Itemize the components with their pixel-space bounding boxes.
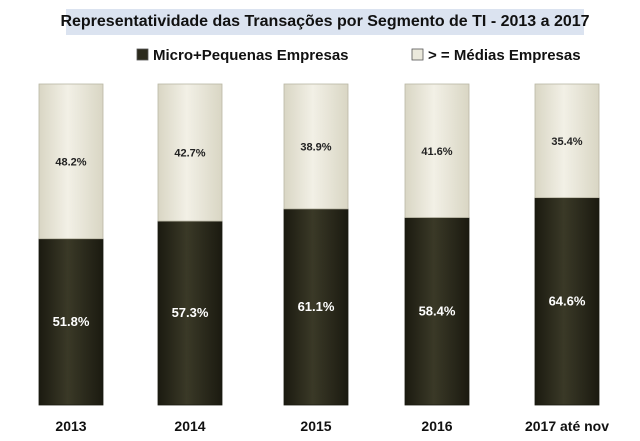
data-label-medias-3: 41.6% — [421, 146, 452, 158]
category-label-0: 2013 — [55, 418, 86, 434]
bar-medias-2 — [283, 83, 349, 210]
data-label-micro-pequenas-2: 61.1% — [298, 299, 335, 314]
bar-micro-pequenas-0 — [38, 238, 104, 406]
bar-medias-3 — [404, 83, 470, 218]
data-label-medias-0: 48.2% — [55, 156, 86, 168]
legend-swatch-0 — [136, 48, 149, 61]
data-label-medias-1: 42.7% — [174, 148, 205, 160]
legend-label-0: Micro+Pequenas Empresas — [153, 47, 349, 64]
data-label-micro-pequenas-3: 58.4% — [419, 303, 456, 318]
category-label-1: 2014 — [174, 418, 205, 434]
category-label-2: 2015 — [300, 418, 331, 434]
data-label-medias-2: 38.9% — [300, 141, 331, 153]
bar-micro-pequenas-1 — [157, 220, 223, 406]
legend-swatch-1 — [411, 48, 424, 61]
bar-medias-0 — [38, 83, 104, 240]
category-label-4: 2017 até nov — [525, 418, 609, 434]
legend-label-1: > = Médias Empresas — [428, 47, 581, 64]
data-label-medias-4: 35.4% — [551, 136, 582, 148]
chart-title-box: Representatividade das Transações por Se… — [60, 9, 590, 35]
bar-micro-pequenas-3 — [404, 217, 470, 406]
chart-title: Representatividade das Transações por Se… — [60, 13, 590, 30]
data-label-micro-pequenas-4: 64.6% — [549, 293, 586, 308]
data-label-micro-pequenas-0: 51.8% — [53, 314, 90, 329]
bar-micro-pequenas-4 — [534, 197, 600, 406]
bar-medias-1 — [157, 83, 223, 222]
bar-micro-pequenas-2 — [283, 208, 349, 406]
category-label-3: 2016 — [421, 418, 452, 434]
bar-medias-4 — [534, 83, 600, 199]
data-label-micro-pequenas-1: 57.3% — [172, 305, 209, 320]
